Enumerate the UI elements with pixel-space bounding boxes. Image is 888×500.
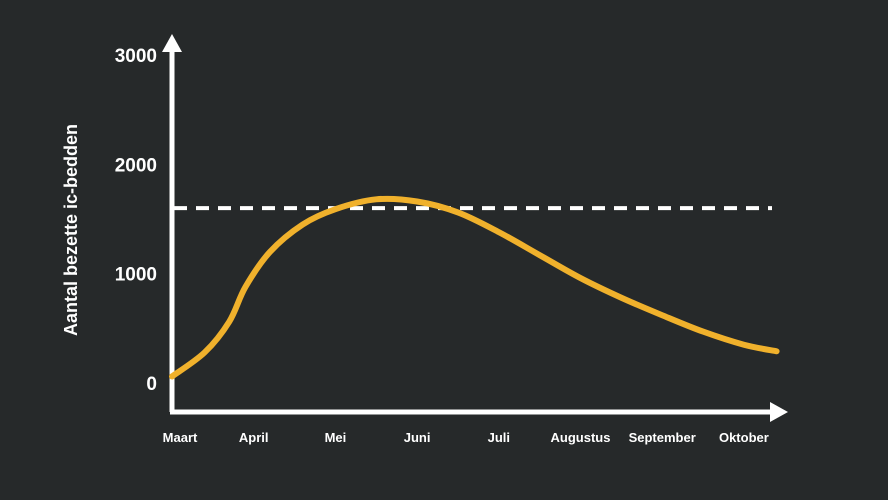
- x-tick-label: Mei: [325, 430, 347, 445]
- x-tick-label: April: [239, 430, 269, 445]
- x-tick-label: Juli: [488, 430, 510, 445]
- x-tick-label: Juni: [404, 430, 431, 445]
- y-tick-label: 3000: [115, 46, 157, 67]
- y-axis-label: Aantal bezette ic-bedden: [61, 124, 81, 336]
- y-tick-labels: 0 1000 2000 3000: [115, 46, 157, 395]
- x-tick-label: Oktober: [719, 430, 769, 445]
- series-line-0: [169, 195, 780, 380]
- y-tick-label: 0: [146, 374, 157, 395]
- y-axis-arrow: [162, 34, 182, 52]
- x-tick-labels: Maart April Mei Juni Juli Augustus September Ok…: [163, 430, 769, 445]
- y-tick-label: 2000: [115, 155, 157, 176]
- x-axis-arrow: [770, 402, 788, 422]
- series-group: [169, 195, 780, 380]
- x-tick-label: Maart: [163, 430, 198, 445]
- x-tick-label: Augustus: [551, 430, 611, 445]
- x-tick-label: September: [629, 430, 696, 445]
- axes: [162, 34, 788, 422]
- y-tick-label: 1000: [115, 265, 157, 286]
